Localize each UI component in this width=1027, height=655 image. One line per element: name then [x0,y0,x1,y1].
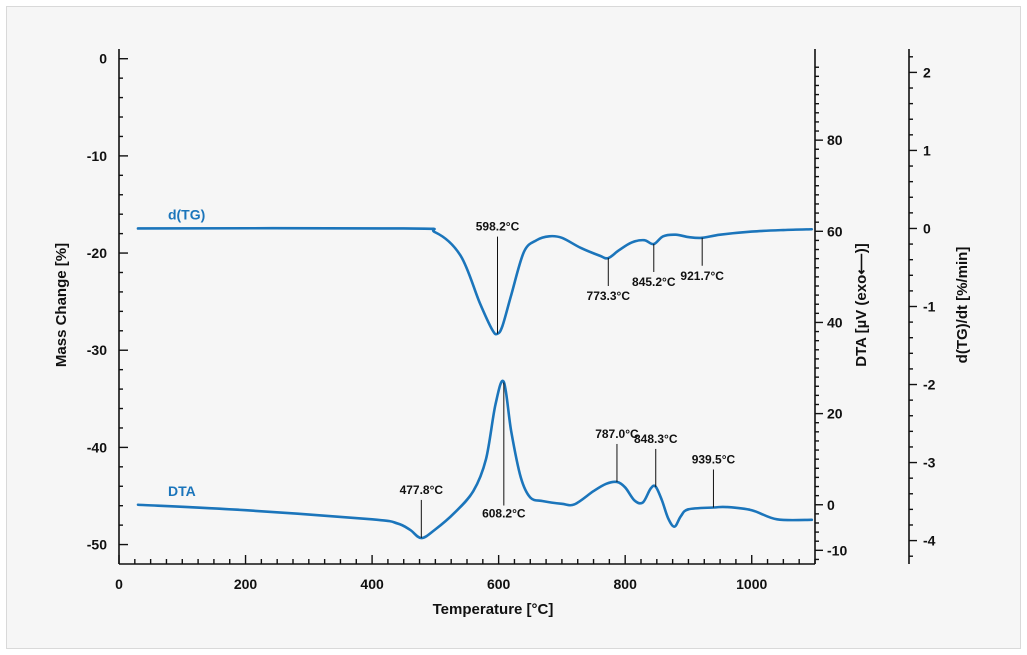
x-tick-label: 200 [234,576,258,592]
y-right2-tick-label: 1 [923,142,931,158]
annotation-label: 598.2°C [476,220,520,234]
annotation-label: 608.2°C [482,507,526,521]
y-right1-tick-label: 0 [827,497,835,513]
tga-dta-chart: 0 200 400 600 800 10000-10-20-30-40-508060402… [53,49,971,618]
y-left-tick-label: 0 [99,51,107,67]
y-right1-tick-label: -10 [827,542,847,558]
series-lines: d(TG) DTA [136,206,814,540]
y-right2-tick-label: 2 [923,64,931,80]
y-right1-tick-label: 60 [827,223,843,239]
series-line-dta [136,379,814,540]
y-left-tick-label: -40 [87,439,107,455]
x-tick-label: 800 [614,576,638,592]
x-tick-label: 400 [360,576,384,592]
y-axis-left-title: Mass Change [%] [53,243,70,367]
y-axis-right1-title: DTA [µV (exo⟵)] [853,243,870,366]
series-label-d-tg: d(TG) [168,206,205,222]
y-left-tick-label: -10 [87,148,107,164]
y-axis-right2-title: d(TG)/dt [%/min] [954,247,971,364]
y-right2-tick-label: 0 [923,220,931,236]
x-tick-label: 600 [487,576,511,592]
y-right2-tick-label: -2 [923,377,936,393]
y-right2-tick-label: -3 [923,455,936,471]
y-right2-tick-label: -4 [923,533,936,549]
y-left-tick-label: -50 [87,537,107,553]
axes: 0 200 400 600 800 10000-10-20-30-40-508060402… [87,49,936,592]
chart-frame: 0 200 400 600 800 1000 0 -10 -20 -30 -40 -50 80 60 40 2… [6,6,1021,649]
series-line-d-tg [136,226,814,336]
y-right1-tick-label: 20 [827,406,843,422]
y-left-tick-label: -20 [87,245,107,261]
annotation-label: 773.3°C [587,289,631,303]
annotation-label: 939.5°C [692,453,736,467]
x-tick-label: 1000 [736,576,767,592]
y-right2-tick-label: -1 [923,299,936,315]
annotation-label: 477.8°C [400,483,444,497]
y-right1-tick-label: 40 [827,314,843,330]
annotation-label: 921.7°C [680,269,724,283]
y-left-tick-label: -30 [87,342,107,358]
annotation-label: 787.0°C [595,427,639,441]
x-axis-title: Temperature [°C] [433,601,554,618]
series-label-dta: DTA [168,483,196,499]
annotation-label: 845.2°C [632,275,676,289]
annotation-label: 848.3°C [634,432,678,446]
x-tick-label: 0 [115,576,123,592]
y-right1-tick-label: 80 [827,132,843,148]
